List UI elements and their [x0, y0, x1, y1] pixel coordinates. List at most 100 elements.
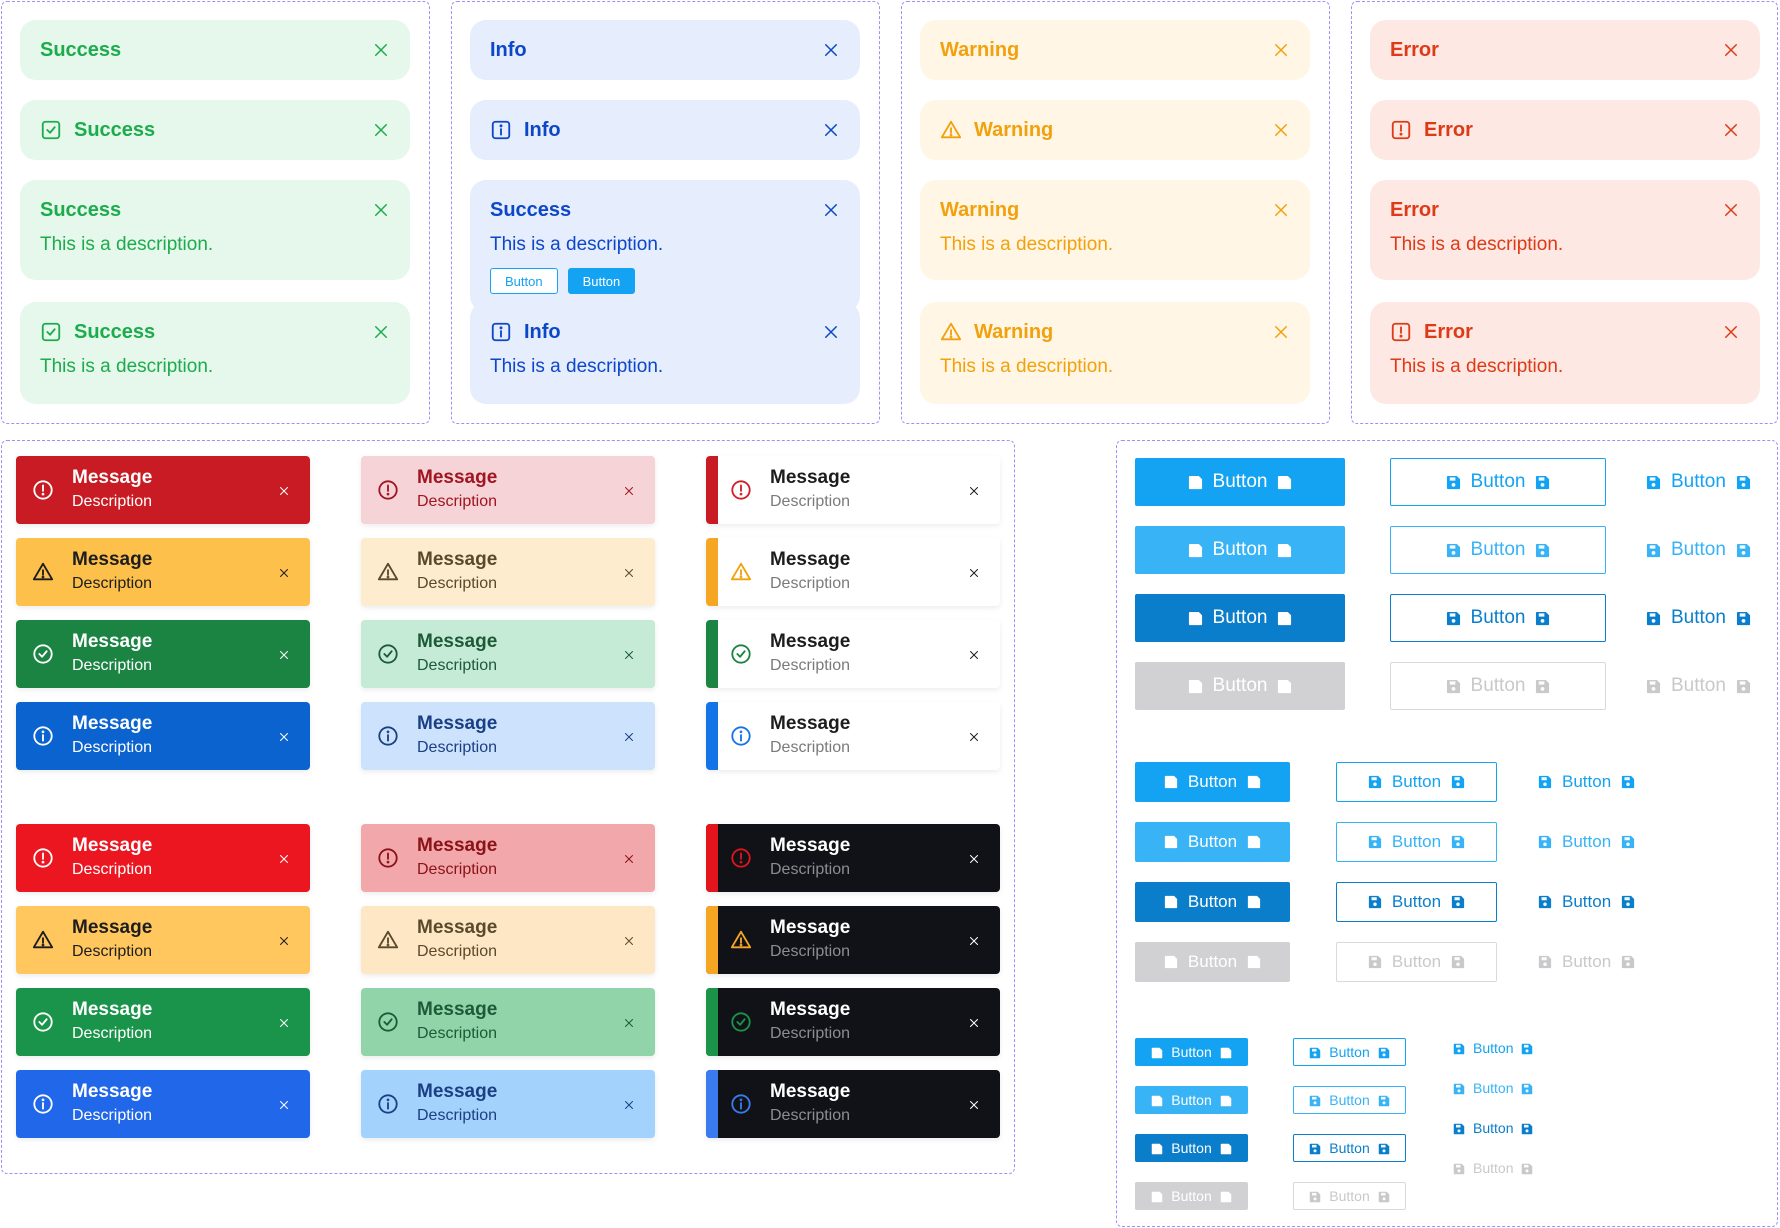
close-icon[interactable]	[278, 1016, 290, 1028]
floppy-disk-icon	[1446, 475, 1461, 490]
close-icon[interactable]	[278, 648, 290, 660]
close-icon[interactable]	[1272, 201, 1290, 219]
close-icon[interactable]	[968, 1098, 980, 1110]
button-outline-lg-disabled[interactable]: Button	[1390, 662, 1606, 710]
button-outline-md-default[interactable]: Button	[1336, 762, 1497, 802]
error-circle-icon	[32, 847, 54, 869]
button-outline-sm-default[interactable]: Button	[1293, 1038, 1406, 1066]
button-solid-sm-disabled[interactable]: Button	[1135, 1182, 1248, 1210]
close-icon[interactable]	[968, 648, 980, 660]
button-solid-lg-hover[interactable]: Button	[1135, 526, 1345, 574]
close-icon[interactable]	[278, 730, 290, 742]
button-outline-lg-hover[interactable]: Button	[1390, 526, 1606, 574]
floppy-disk-icon	[1188, 679, 1203, 694]
floppy-disk-icon	[1188, 543, 1203, 558]
button-text-lg-active[interactable]: Button	[1646, 594, 1756, 642]
toast-text: Message Description	[72, 630, 278, 678]
button-solid-md-active[interactable]: Button	[1135, 882, 1290, 922]
alert-title: Error	[1390, 321, 1722, 344]
close-icon[interactable]	[1272, 121, 1290, 139]
button-solid-sm-default[interactable]: Button	[1135, 1038, 1248, 1066]
toast-message: Message	[417, 835, 498, 856]
button-solid-md-default[interactable]: Button	[1135, 762, 1290, 802]
button-outline-md-hover[interactable]: Button	[1336, 822, 1497, 862]
button-text-lg-default[interactable]: Button	[1646, 458, 1756, 506]
close-icon[interactable]	[372, 41, 390, 59]
button-text-sm-default[interactable]: Button	[1453, 1038, 1553, 1058]
alert-solid-button[interactable]: Button	[567, 268, 636, 294]
toast-message: Message	[770, 467, 851, 488]
button-text-md-active[interactable]: Button	[1538, 882, 1648, 922]
button-solid-md-hover[interactable]: Button	[1135, 822, 1290, 862]
toast-stripe	[706, 988, 718, 1056]
button-text-md-hover[interactable]: Button	[1538, 822, 1648, 862]
close-icon[interactable]	[278, 852, 290, 864]
close-icon[interactable]	[623, 1098, 635, 1110]
close-icon[interactable]	[968, 484, 980, 496]
button-text-sm-disabled[interactable]: Button	[1453, 1158, 1553, 1178]
button-solid-lg-active[interactable]: Button	[1135, 594, 1345, 642]
close-icon[interactable]	[623, 1016, 635, 1028]
button-text-lg-disabled[interactable]: Button	[1646, 662, 1756, 710]
frame-info-alerts	[451, 1, 880, 424]
button-outline-md-active[interactable]: Button	[1336, 882, 1497, 922]
floppy-disk-icon	[1521, 1082, 1533, 1095]
button-outline-sm-disabled[interactable]: Button	[1293, 1182, 1406, 1210]
toast-solid-alt-info: Message Description	[16, 1070, 310, 1138]
toast-description: Description	[770, 739, 851, 756]
button-text-sm-hover[interactable]: Button	[1453, 1078, 1553, 1098]
button-solid-lg-default[interactable]: Button	[1135, 458, 1345, 506]
close-icon[interactable]	[1722, 201, 1740, 219]
close-icon[interactable]	[278, 934, 290, 946]
close-icon[interactable]	[822, 121, 840, 139]
button-outline-md-disabled[interactable]: Button	[1336, 942, 1497, 982]
button-solid-lg-disabled[interactable]: Button	[1135, 662, 1345, 710]
close-icon[interactable]	[822, 41, 840, 59]
close-icon[interactable]	[372, 201, 390, 219]
close-icon[interactable]	[623, 730, 635, 742]
close-icon[interactable]	[623, 852, 635, 864]
alert-title: Info	[490, 321, 822, 344]
button-outline-lg-active[interactable]: Button	[1390, 594, 1606, 642]
close-icon[interactable]	[1272, 41, 1290, 59]
button-outline-lg-default[interactable]: Button	[1390, 458, 1606, 506]
close-icon[interactable]	[968, 730, 980, 742]
floppy-disk-icon	[1164, 775, 1178, 789]
alert-outline-button[interactable]: Button	[490, 268, 558, 294]
alert-description: This is a description.	[1390, 356, 1564, 377]
button-text-sm-active[interactable]: Button	[1453, 1118, 1553, 1138]
close-icon[interactable]	[822, 201, 840, 219]
close-icon[interactable]	[1272, 323, 1290, 341]
close-icon[interactable]	[968, 1016, 980, 1028]
close-icon[interactable]	[822, 323, 840, 341]
close-icon[interactable]	[623, 566, 635, 578]
button-text-md-default[interactable]: Button	[1538, 762, 1648, 802]
close-icon[interactable]	[372, 323, 390, 341]
close-icon[interactable]	[278, 566, 290, 578]
close-icon[interactable]	[623, 934, 635, 946]
button-label: Button	[1562, 772, 1612, 791]
close-icon[interactable]	[623, 648, 635, 660]
button-text-lg-hover[interactable]: Button	[1646, 526, 1756, 574]
button-outline-sm-active[interactable]: Button	[1293, 1134, 1406, 1162]
button-text-md-disabled[interactable]: Button	[1538, 942, 1648, 982]
close-icon[interactable]	[968, 566, 980, 578]
close-icon[interactable]	[1722, 41, 1740, 59]
button-outline-sm-hover[interactable]: Button	[1293, 1086, 1406, 1114]
close-icon[interactable]	[278, 1098, 290, 1110]
close-icon[interactable]	[623, 484, 635, 496]
toast-description: Description	[770, 575, 851, 592]
close-icon[interactable]	[1722, 121, 1740, 139]
close-icon[interactable]	[1722, 323, 1740, 341]
alert-success-4: Success This is a description.	[20, 302, 410, 404]
button-solid-sm-hover[interactable]: Button	[1135, 1086, 1248, 1114]
close-icon[interactable]	[372, 121, 390, 139]
toast-light-alt-warning: Message Description	[361, 906, 655, 974]
close-icon[interactable]	[968, 852, 980, 864]
button-solid-sm-active[interactable]: Button	[1135, 1134, 1248, 1162]
close-icon[interactable]	[968, 934, 980, 946]
toast-text: Message Description	[417, 834, 623, 882]
floppy-disk-icon	[1446, 679, 1461, 694]
button-solid-md-disabled[interactable]: Button	[1135, 942, 1290, 982]
close-icon[interactable]	[278, 484, 290, 496]
